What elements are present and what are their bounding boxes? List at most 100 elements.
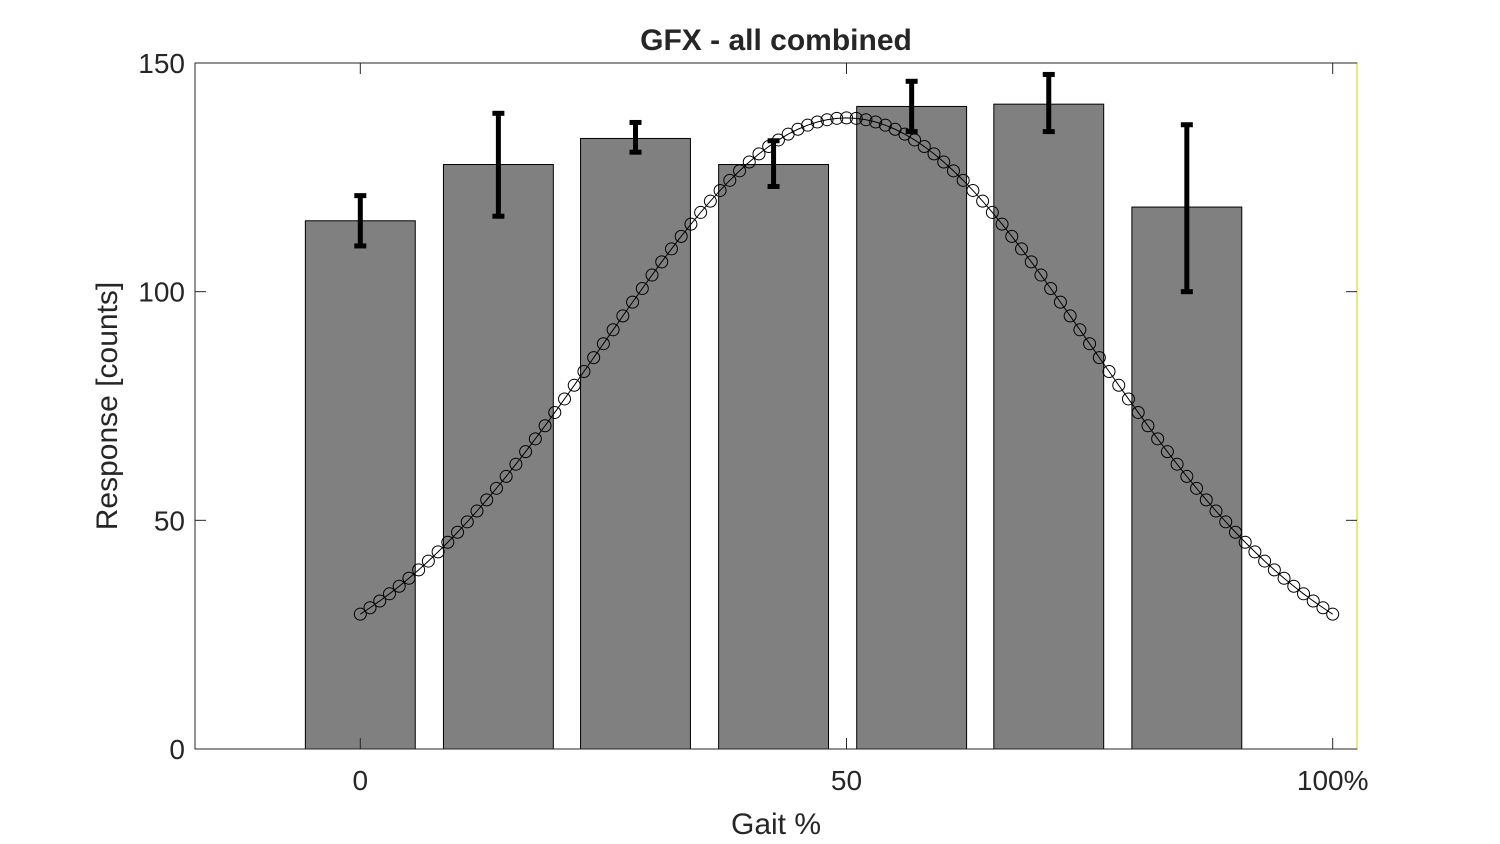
curve-marker-9 (441, 535, 455, 549)
curve-marker-27 (616, 309, 630, 323)
x-axis-label: Gait % (731, 808, 821, 841)
axis-ticks: 0 50 100% 0 50 100 150 (138, 48, 1368, 796)
curve-marker-52 (859, 113, 873, 127)
bar-4 (856, 105, 968, 750)
curve-line (360, 117, 1333, 615)
curve-marker-2 (373, 594, 387, 608)
curve-marker-70 (1034, 268, 1048, 282)
errorbar-2 (629, 119, 642, 155)
curve-marker-13 (480, 493, 494, 507)
curve-marker-90 (1228, 525, 1242, 539)
curve-marker-63 (966, 183, 980, 197)
curve-marker-36 (703, 194, 717, 208)
curve-marker-6 (412, 563, 426, 577)
bar-1 (442, 164, 554, 750)
curve-marker-60 (937, 155, 951, 169)
curve-marker-47 (810, 115, 824, 129)
curve-marker-80 (1131, 405, 1145, 419)
curve-marker-28 (626, 295, 640, 309)
curve-marker-18 (528, 432, 542, 446)
curve-marker-92 (1248, 545, 1262, 559)
curve-marker-1 (363, 601, 377, 615)
curve-marker-61 (946, 164, 960, 178)
curve-marker-41 (752, 147, 766, 161)
bar-5 (993, 103, 1105, 750)
curve-marker-30 (645, 268, 659, 282)
curve-marker-20 (548, 405, 562, 419)
curve-marker-95 (1277, 571, 1291, 585)
curve-marker-26 (606, 323, 620, 337)
curve-marker-51 (849, 111, 863, 125)
curve-marker-34 (684, 217, 698, 231)
curve-marker-12 (470, 504, 484, 518)
curve-marker-93 (1258, 554, 1272, 568)
curve-marker-87 (1199, 493, 1213, 507)
y-tick-label-1: 50 (154, 505, 185, 536)
y-tick-label-3: 150 (138, 48, 185, 79)
curve-marker-0 (353, 607, 367, 621)
curve-marker-31 (655, 255, 669, 269)
curve-marker-66 (995, 217, 1009, 231)
curve-marker-89 (1219, 515, 1233, 529)
curve-marker-100 (1326, 607, 1340, 621)
y-axis-label: Response [counts] (91, 282, 124, 530)
curve-marker-77 (1102, 365, 1116, 378)
x-tick-label-1: 50 (831, 765, 862, 796)
bars (304, 103, 1243, 750)
errorbar-6 (1180, 122, 1193, 295)
errorbar-1 (492, 110, 505, 219)
curve-marker-85 (1180, 469, 1194, 483)
bar-0 (304, 220, 416, 750)
bar-2 (580, 137, 691, 750)
curve-marker-37 (713, 183, 727, 197)
curve-marker-11 (460, 515, 474, 529)
curve-marker-23 (577, 365, 591, 378)
curve-marker-21 (558, 392, 572, 406)
curve-marker-32 (664, 242, 678, 256)
curve-marker-67 (1005, 229, 1019, 243)
curve-marker-65 (985, 205, 999, 219)
curve-marker-59 (927, 147, 941, 161)
curve-marker-68 (1015, 242, 1029, 256)
curve-marker-4 (392, 579, 406, 593)
curve-marker-25 (596, 337, 610, 351)
x-tick-label-0: 0 (353, 765, 369, 796)
y-tick-label-2: 100 (138, 277, 185, 308)
curve-marker-97 (1297, 587, 1311, 601)
curve-marker-5 (402, 571, 416, 585)
curve-marker-76 (1092, 351, 1106, 365)
curve-marker-57 (908, 133, 922, 147)
curve-marker-73 (1063, 309, 1077, 323)
bar-3 (718, 164, 830, 750)
curve-marker-42 (762, 140, 776, 154)
curve-marker-99 (1316, 601, 1330, 615)
curve-marker-72 (1053, 295, 1067, 309)
x-tick-label-2: 100% (1297, 765, 1369, 796)
curve-marker-69 (1024, 255, 1038, 269)
curve-marker-10 (451, 525, 465, 539)
curve-marker-91 (1238, 535, 1252, 549)
curve-marker-78 (1112, 378, 1126, 392)
curve-marker-62 (956, 173, 970, 187)
curve-marker-83 (1160, 445, 1174, 459)
curve-marker-74 (1073, 323, 1087, 337)
bar-6 (1131, 206, 1243, 750)
curve-marker-3 (382, 587, 396, 601)
curve-marker-56 (898, 127, 912, 141)
errorbar-4 (905, 78, 918, 135)
curve-marker-16 (509, 457, 523, 471)
curve-marker-19 (538, 419, 552, 433)
curve-marker-15 (499, 469, 513, 483)
curve-marker-88 (1209, 504, 1223, 518)
curve-marker-43 (771, 133, 785, 147)
curve-marker-94 (1267, 563, 1281, 577)
curve-marker-17 (519, 445, 533, 459)
curve-marker-96 (1287, 579, 1301, 593)
curve-marker-82 (1151, 432, 1165, 446)
curve-marker-29 (635, 282, 649, 296)
fitted-curve (353, 111, 1340, 621)
curve-marker-79 (1121, 392, 1135, 406)
curve-marker-84 (1170, 457, 1184, 471)
curve-marker-75 (1083, 337, 1097, 351)
